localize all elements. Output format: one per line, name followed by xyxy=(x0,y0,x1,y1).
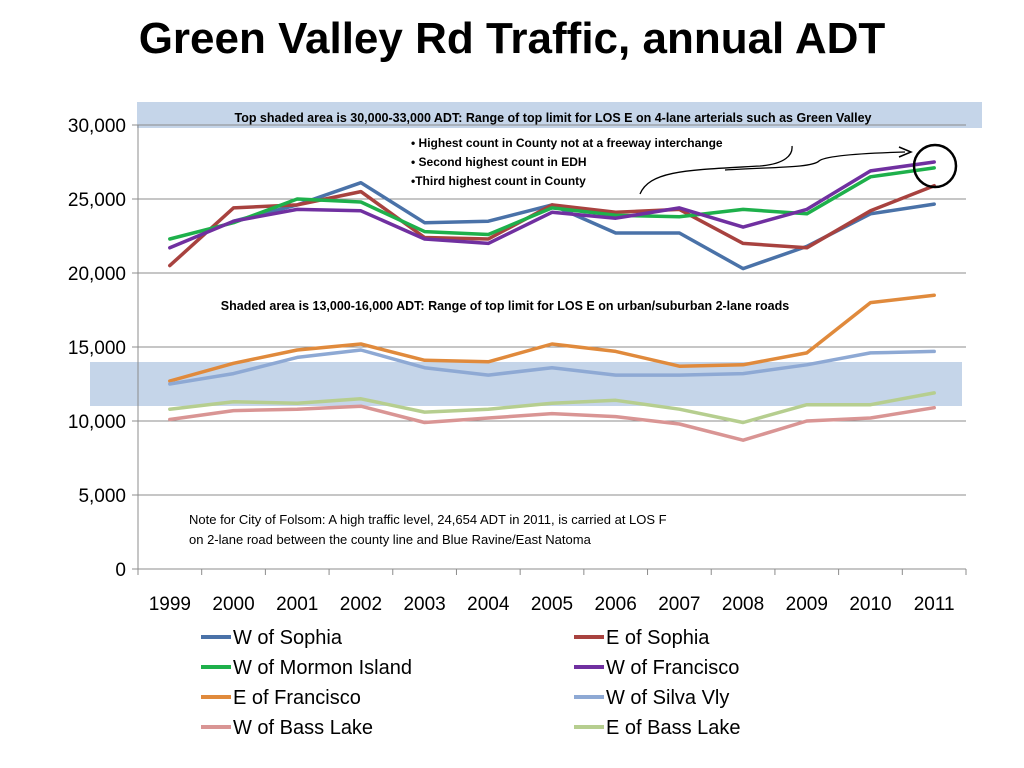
x-tick-label: 2002 xyxy=(340,594,382,615)
shaded-bands xyxy=(90,102,982,406)
x-tick-label: 2006 xyxy=(595,594,637,615)
folsom-note-line-1: Note for City of Folsom: A high traffic … xyxy=(189,512,667,527)
annotation-arrowhead xyxy=(898,146,913,158)
top-shaded-band xyxy=(137,102,982,128)
folsom-note-line-2: on 2-lane road between the county line a… xyxy=(189,532,592,547)
y-tick-label: 15,000 xyxy=(68,338,126,359)
y-tick-label: 5,000 xyxy=(78,486,126,507)
x-tick-label: 2005 xyxy=(531,594,573,615)
gridlines xyxy=(138,124,966,496)
legend-label-4: W of Francisco xyxy=(606,657,739,679)
legend-label-5: E of Francisco xyxy=(233,687,361,709)
x-tick-label: 2010 xyxy=(849,594,891,615)
annotation-bullet-2: • Second highest count in EDH xyxy=(411,155,587,169)
x-tick-label: 2008 xyxy=(722,594,764,615)
series-lines xyxy=(168,160,936,442)
legend-label-7: W of Bass Lake xyxy=(233,717,373,739)
x-tick-label: 2000 xyxy=(212,594,254,615)
annotation-bullet-1: • Highest count in County not at a freew… xyxy=(411,136,723,150)
x-tick-label: 1999 xyxy=(149,594,191,615)
x-tick-label: 2004 xyxy=(467,594,510,615)
highlight-circle xyxy=(912,143,958,189)
annotation-bullet-3: •Third highest count in County xyxy=(411,174,586,188)
series-line-4 xyxy=(168,160,936,250)
lower-band-label: Shaded area is 13,000-16,000 ADT: Range … xyxy=(221,299,789,313)
x-tick-label: 2007 xyxy=(658,594,700,615)
annotation-brace xyxy=(639,145,793,195)
series-line-6 xyxy=(168,348,936,386)
x-tick-label: 2001 xyxy=(276,594,318,615)
legend-label-6: W of Silva Vly xyxy=(606,687,729,709)
y-tick-label: 30,000 xyxy=(68,116,126,137)
top-band-label: Top shaded area is 30,000-33,000 ADT: Ra… xyxy=(234,111,871,125)
legend: W of Sophia E of Sophia W of Mormon Island… xyxy=(201,627,741,739)
legend-label-2: E of Sophia xyxy=(606,627,710,649)
series-line-7 xyxy=(168,404,936,442)
annotations: Top shaded area is 30,000-33,000 ADT: Ra… xyxy=(189,111,958,547)
chart-title: Green Valley Rd Traffic, annual ADT xyxy=(138,14,886,63)
legend-label-3: W of Mormon Island xyxy=(233,657,412,679)
y-tick-label: 0 xyxy=(115,560,126,581)
y-tick-label: 20,000 xyxy=(68,264,126,285)
y-tick-label: 10,000 xyxy=(68,412,126,433)
y-tick-label: 25,000 xyxy=(68,190,126,211)
series-line-2 xyxy=(168,183,936,268)
series-line-8 xyxy=(168,391,936,425)
x-tick-label: 2011 xyxy=(914,594,955,615)
x-tick-label: 2009 xyxy=(786,594,828,615)
series-line-3 xyxy=(168,166,936,241)
annotation-arrow-line xyxy=(724,151,906,171)
x-tick-label: 2003 xyxy=(403,594,445,615)
legend-label-1: W of Sophia xyxy=(233,627,343,649)
axes: 0 5,000 10,000 15,000 20,000 25,000 30,000 1999… xyxy=(68,116,967,615)
legend-label-8: E of Bass Lake xyxy=(606,717,741,739)
series-line-5 xyxy=(168,293,936,383)
